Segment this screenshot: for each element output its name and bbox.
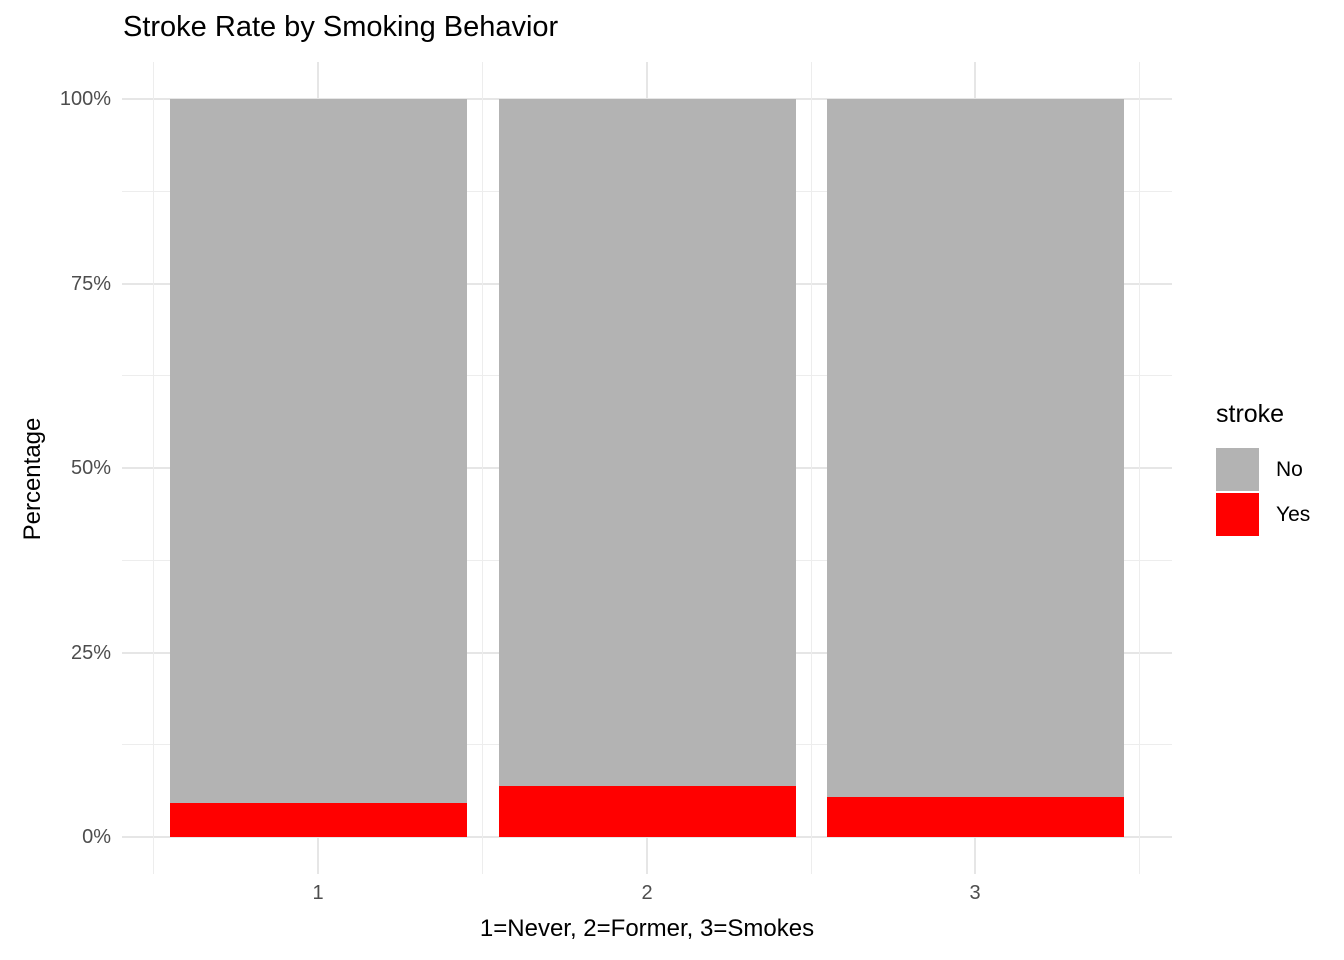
legend-title: stroke (1216, 400, 1285, 428)
x-axis-title: 1=Never, 2=Former, 3=Smokes (479, 915, 815, 942)
legend-items: No Yes (1216, 447, 1344, 537)
y-tick-label-25%: 25% (70, 641, 111, 664)
legend-label-yes: Yes (1276, 502, 1311, 526)
bar-3-segment-yes (826, 797, 1124, 837)
legend: stroke No Yes (1216, 400, 1344, 537)
gridline-vertical-minor (810, 62, 812, 874)
bar-3-segment-no (826, 99, 1124, 798)
x-tick-label-3: 3 (969, 882, 981, 904)
bar-2-segment-no (498, 99, 796, 787)
y-tick-label-0%: 0% (82, 826, 111, 848)
y-tick-label-100%: 100% (59, 88, 111, 110)
legend-item-no: No (1216, 447, 1344, 492)
legend-key-no (1216, 448, 1259, 491)
bar-1-segment-no (169, 99, 467, 804)
legend-label-no: No (1276, 457, 1303, 481)
x-tick-label-1: 1 (312, 882, 324, 904)
chart-title: Stroke Rate by Smoking Behavior (123, 11, 559, 43)
gridline-vertical-minor (1138, 62, 1140, 874)
bar-1-segment-yes (169, 803, 467, 837)
plot-panel (122, 62, 1172, 874)
legend-item-yes: Yes (1216, 492, 1344, 537)
gridline-vertical-minor (481, 62, 483, 874)
x-tick-label-2: 2 (641, 882, 653, 904)
gridline-vertical-minor (153, 62, 155, 874)
legend-key-yes (1216, 493, 1259, 536)
y-tick-label-50%: 50% (70, 457, 111, 479)
y-tick-label-75%: 75% (70, 272, 111, 295)
bar-2-segment-yes (498, 786, 796, 837)
